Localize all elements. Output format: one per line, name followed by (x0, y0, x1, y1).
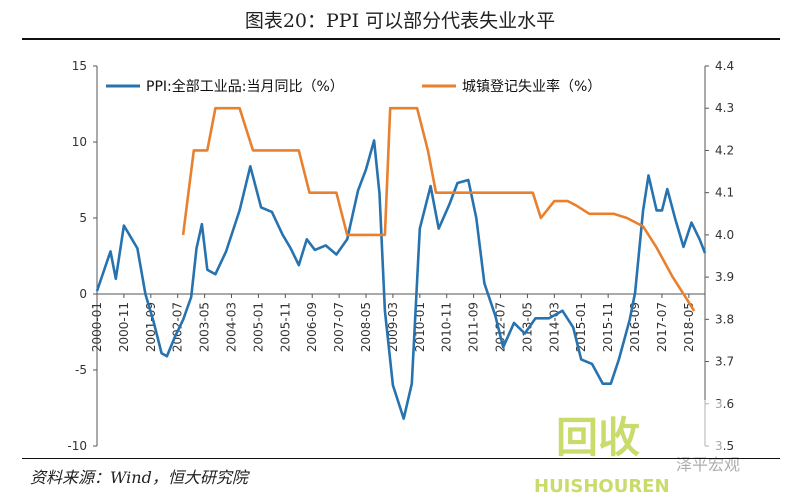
axes (96, 66, 706, 446)
x-tick-label: 2009-03 (386, 302, 400, 352)
title-rule-top (22, 38, 780, 40)
right-tick-label: 3.9 (715, 270, 734, 284)
watermark-logo: 回收 (556, 413, 640, 462)
source-rule (22, 458, 780, 459)
left-axis-ticks: -10 -5 0 5 10 15 (67, 59, 97, 453)
x-tick-label: 2012-07 (494, 302, 508, 352)
x-tick-label: 2013-05 (520, 302, 534, 352)
left-tick-label: -5 (75, 363, 87, 377)
x-tick-label: 2018-05 (682, 302, 696, 352)
ppi-series-line (95, 139, 707, 420)
series-lines (95, 106, 707, 420)
x-tick-label: 2006-09 (305, 302, 319, 352)
x-tick-label: 2015-01 (574, 302, 588, 352)
unemployment-series-line (181, 106, 696, 312)
x-tick-label: 2008-05 (359, 302, 373, 352)
left-tick-label: -10 (67, 439, 87, 453)
x-axis-ticks: 2000-01 2000-11 2001-09 2002-07 2003-05 2004-… (90, 294, 696, 352)
x-tick-label: 2001-09 (144, 302, 158, 352)
watermark-backdrop (534, 400, 724, 462)
x-tick-label: 2015-11 (601, 302, 615, 352)
right-tick-label: 4.2 (715, 143, 734, 157)
source-note: 资料来源：Wind，恒大研究院 (30, 468, 248, 487)
left-tick-label: 5 (79, 211, 87, 225)
x-tick-label: 2014-03 (547, 302, 561, 352)
x-tick-label: 2011-09 (467, 302, 481, 352)
x-tick-label: 2005-11 (278, 302, 292, 352)
right-tick-label: 4.1 (715, 186, 734, 200)
x-tick-label: 2007-07 (332, 302, 346, 352)
watermark-text: 泽平宏观 (676, 455, 740, 474)
chart-title: 图表20：PPI 可以部分代表失业水平 (244, 10, 556, 32)
x-tick-label: 2010-11 (440, 302, 454, 352)
right-tick-label: 4.4 (715, 59, 734, 73)
x-tick-label: 2003-05 (198, 302, 212, 352)
watermark: 回收 HUISHOUREN 泽平宏观 (534, 400, 740, 497)
right-tick-label: 4.0 (715, 228, 734, 242)
legend: PPI:全部工业品:当月同比（%） 城镇登记失业率（%） (106, 78, 601, 95)
right-axis-ticks: 3.53.63.73.83.94.04.14.24.34.4 (705, 59, 734, 453)
right-tick-label: 4.3 (715, 101, 734, 115)
left-tick-label: 10 (72, 135, 87, 149)
x-tick-label: 2004-03 (225, 302, 239, 352)
right-tick-label: 3.7 (715, 355, 734, 369)
legend-label: PPI:全部工业品:当月同比（%） (146, 78, 344, 95)
x-tick-label: 2005-01 (251, 302, 265, 352)
x-tick-label: 2000-11 (117, 302, 131, 352)
right-tick-label: 3.8 (715, 312, 734, 326)
x-tick-label: 2017-07 (655, 302, 669, 352)
legend-label: 城镇登记失业率（%） (462, 78, 601, 95)
left-tick-label: 0 (79, 287, 87, 301)
watermark-logo-latin: HUISHOUREN (534, 476, 670, 497)
x-tick-label: 2016-09 (628, 302, 642, 352)
left-tick-label: 15 (72, 59, 87, 73)
x-tick-label: 2000-01 (90, 302, 104, 352)
